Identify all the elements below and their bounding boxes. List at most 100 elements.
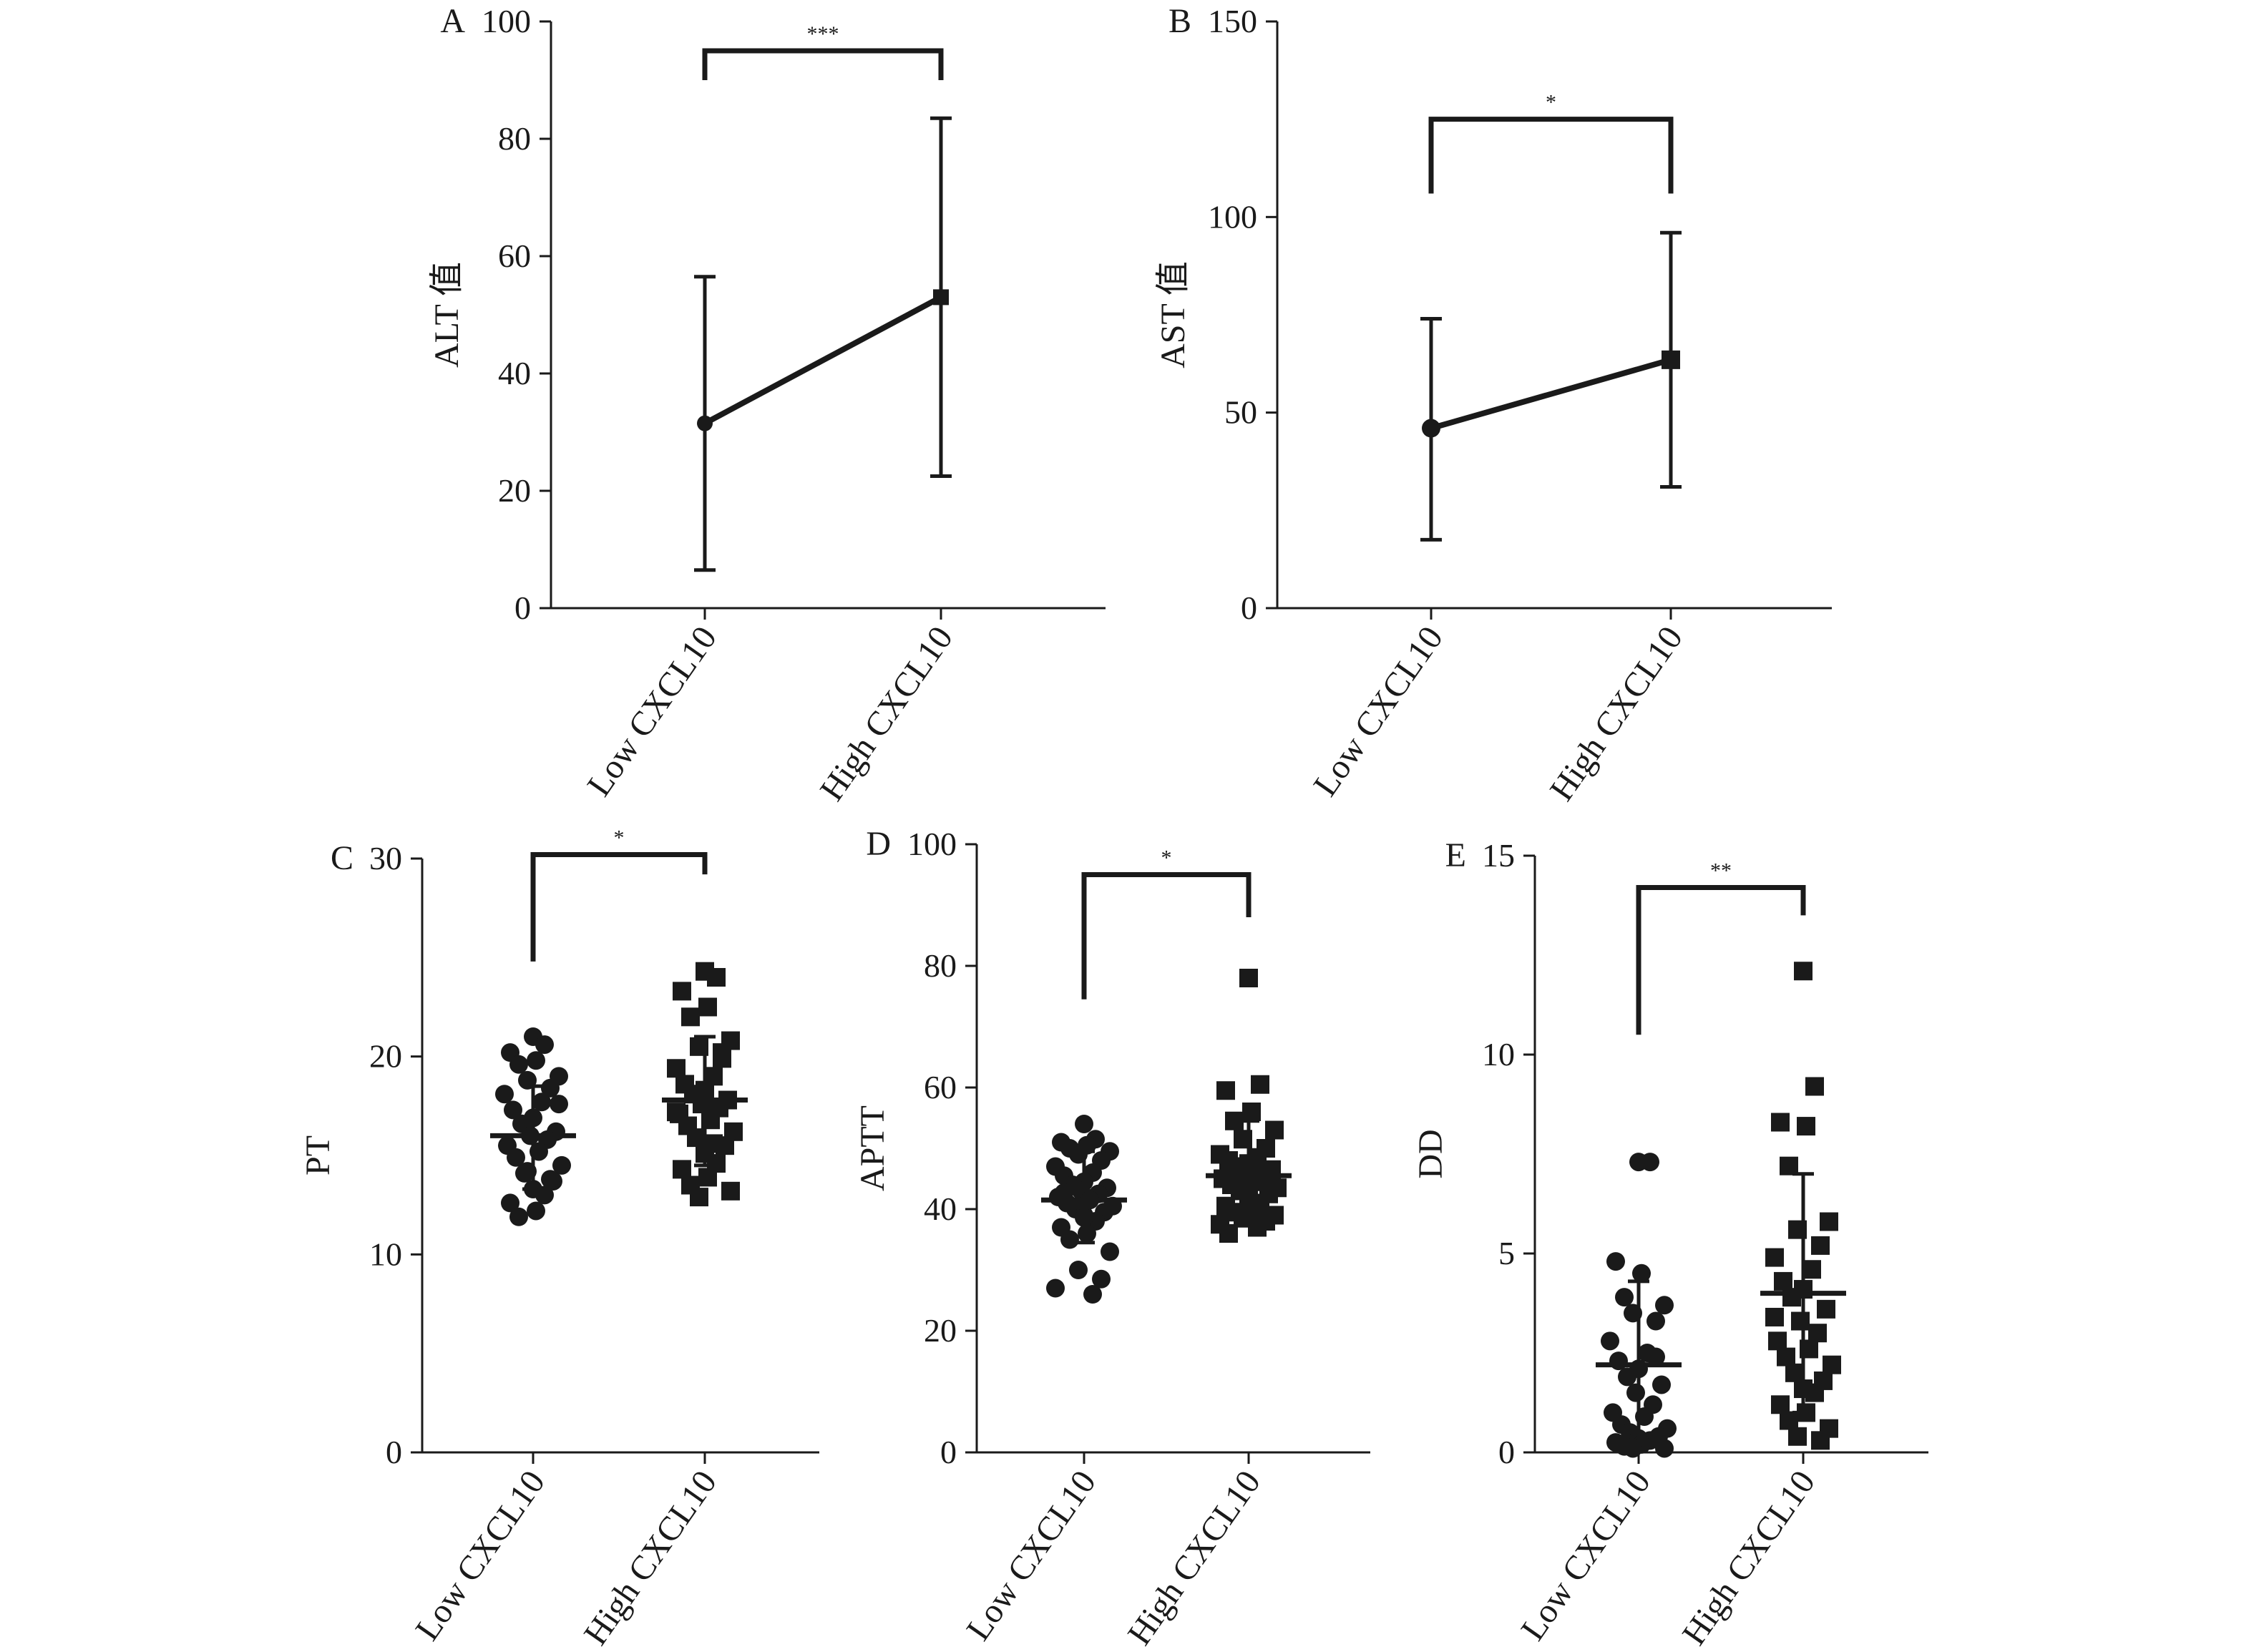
data-point [1635,1407,1654,1426]
data-point [504,1100,522,1120]
mean-trend-line [1430,357,1672,431]
significance-bracket [1081,872,1252,999]
significance-label: *** [807,22,839,46]
y-tick-label: 40 [498,355,531,391]
significance-label: * [614,826,625,849]
data-point [1248,1218,1267,1237]
y-tick-label: 5 [1498,1235,1515,1271]
data-point [1083,1285,1102,1304]
data-point [1069,1261,1088,1279]
data-point [495,1085,514,1104]
y-tick-label: 60 [924,1069,957,1105]
y-tick-label: 0 [1498,1434,1515,1470]
y-axis-title: APTT [854,1105,892,1191]
data-point [667,1059,686,1078]
significance-label: ** [1710,859,1732,882]
data-point [535,1186,554,1205]
data-point [1765,1307,1784,1326]
x-category-label: Low CXCL10 [959,1464,1103,1647]
mean-marker [1422,419,1440,438]
data-point [1652,1375,1671,1394]
data-point [1092,1269,1111,1289]
data-point [721,1181,740,1201]
data-point [532,1093,551,1112]
data-point [1646,1347,1665,1367]
data-point [518,1162,537,1181]
y-axis-title: PT [299,1135,337,1176]
data-point [1055,1183,1073,1203]
data-point [518,1070,537,1090]
mean-marker [1662,350,1680,369]
y-tick-label: 50 [1224,394,1257,431]
data-point [1800,1339,1818,1359]
data-point [1606,1252,1625,1271]
y-tick-label: 20 [369,1038,402,1075]
data-point [1242,1103,1261,1121]
x-category-label: High CXCL10 [1543,620,1690,808]
data-point [1046,1279,1065,1298]
data-point [1788,1220,1807,1239]
significance-bracket [530,851,708,962]
data-point [1805,1383,1824,1402]
data-point [704,1134,723,1153]
data-point [1225,1111,1244,1130]
data-point [1820,1212,1838,1231]
y-tick-label: 30 [369,840,402,876]
data-point [1265,1120,1284,1140]
x-category-label: Low CXCL10 [1513,1464,1658,1647]
data-point [681,1007,700,1027]
data-point [1075,1115,1093,1133]
data-point [1624,1439,1642,1458]
data-point [673,1160,691,1179]
data-point [1655,1439,1674,1458]
significance-bracket [702,48,944,80]
data-point [698,1168,717,1187]
y-tick-label: 100 [907,826,957,862]
x-category-label: Low CXCL10 [408,1464,552,1647]
data-point [1797,1403,1815,1422]
data-point [673,982,691,1001]
data-point [690,1188,708,1207]
data-point [1811,1431,1830,1450]
data-point [1785,1363,1804,1382]
data-point [690,1037,708,1056]
data-point [1646,1311,1665,1331]
data-point [1802,1260,1821,1279]
y-axis-title: AST 值 [1154,261,1192,368]
y-axis-title: DD [1412,1129,1450,1178]
data-point [535,1035,554,1055]
data-point [550,1095,568,1114]
panel-e-dd: 0 5 10 15 E DD Low CXCL10 High CXCL10 ** [1412,836,1928,1652]
data-point [1251,1075,1269,1094]
data-point [693,1095,711,1114]
data-point [698,997,717,1017]
panel-label: A [440,2,465,40]
y-tick-label: 40 [924,1191,957,1227]
data-point [667,1103,686,1122]
panel-label: B [1169,2,1191,40]
data-point [1060,1230,1079,1249]
significance-bracket [1636,884,1806,1035]
y-tick-label: 20 [498,472,531,509]
data-point [1632,1264,1651,1283]
data-point [1768,1331,1787,1351]
data-point [1075,1208,1093,1227]
data-point [1765,1248,1784,1267]
data-point [707,968,726,987]
data-point [1780,1156,1798,1176]
y-tick-label: 0 [514,590,531,626]
data-point [1805,1077,1824,1096]
y-tick-label: 10 [369,1236,402,1272]
y-tick-label: 150 [1208,3,1257,39]
panel-a-alt: 0 20 40 60 80 100 A ALT 值 Low CXCL10 High CXCL10 *… [428,2,1106,808]
data-point [552,1155,571,1175]
data-point [1782,1288,1801,1307]
data-point [1794,962,1813,981]
data-point [1618,1367,1636,1387]
data-point [541,1078,560,1098]
y-tick-label: 0 [386,1434,402,1470]
panel-b-ast: 0 50 100 150 B AST 值 Low CXCL10 High CXCL10 * [1154,2,1832,808]
data-point [1655,1296,1674,1315]
data-point [701,1110,720,1130]
